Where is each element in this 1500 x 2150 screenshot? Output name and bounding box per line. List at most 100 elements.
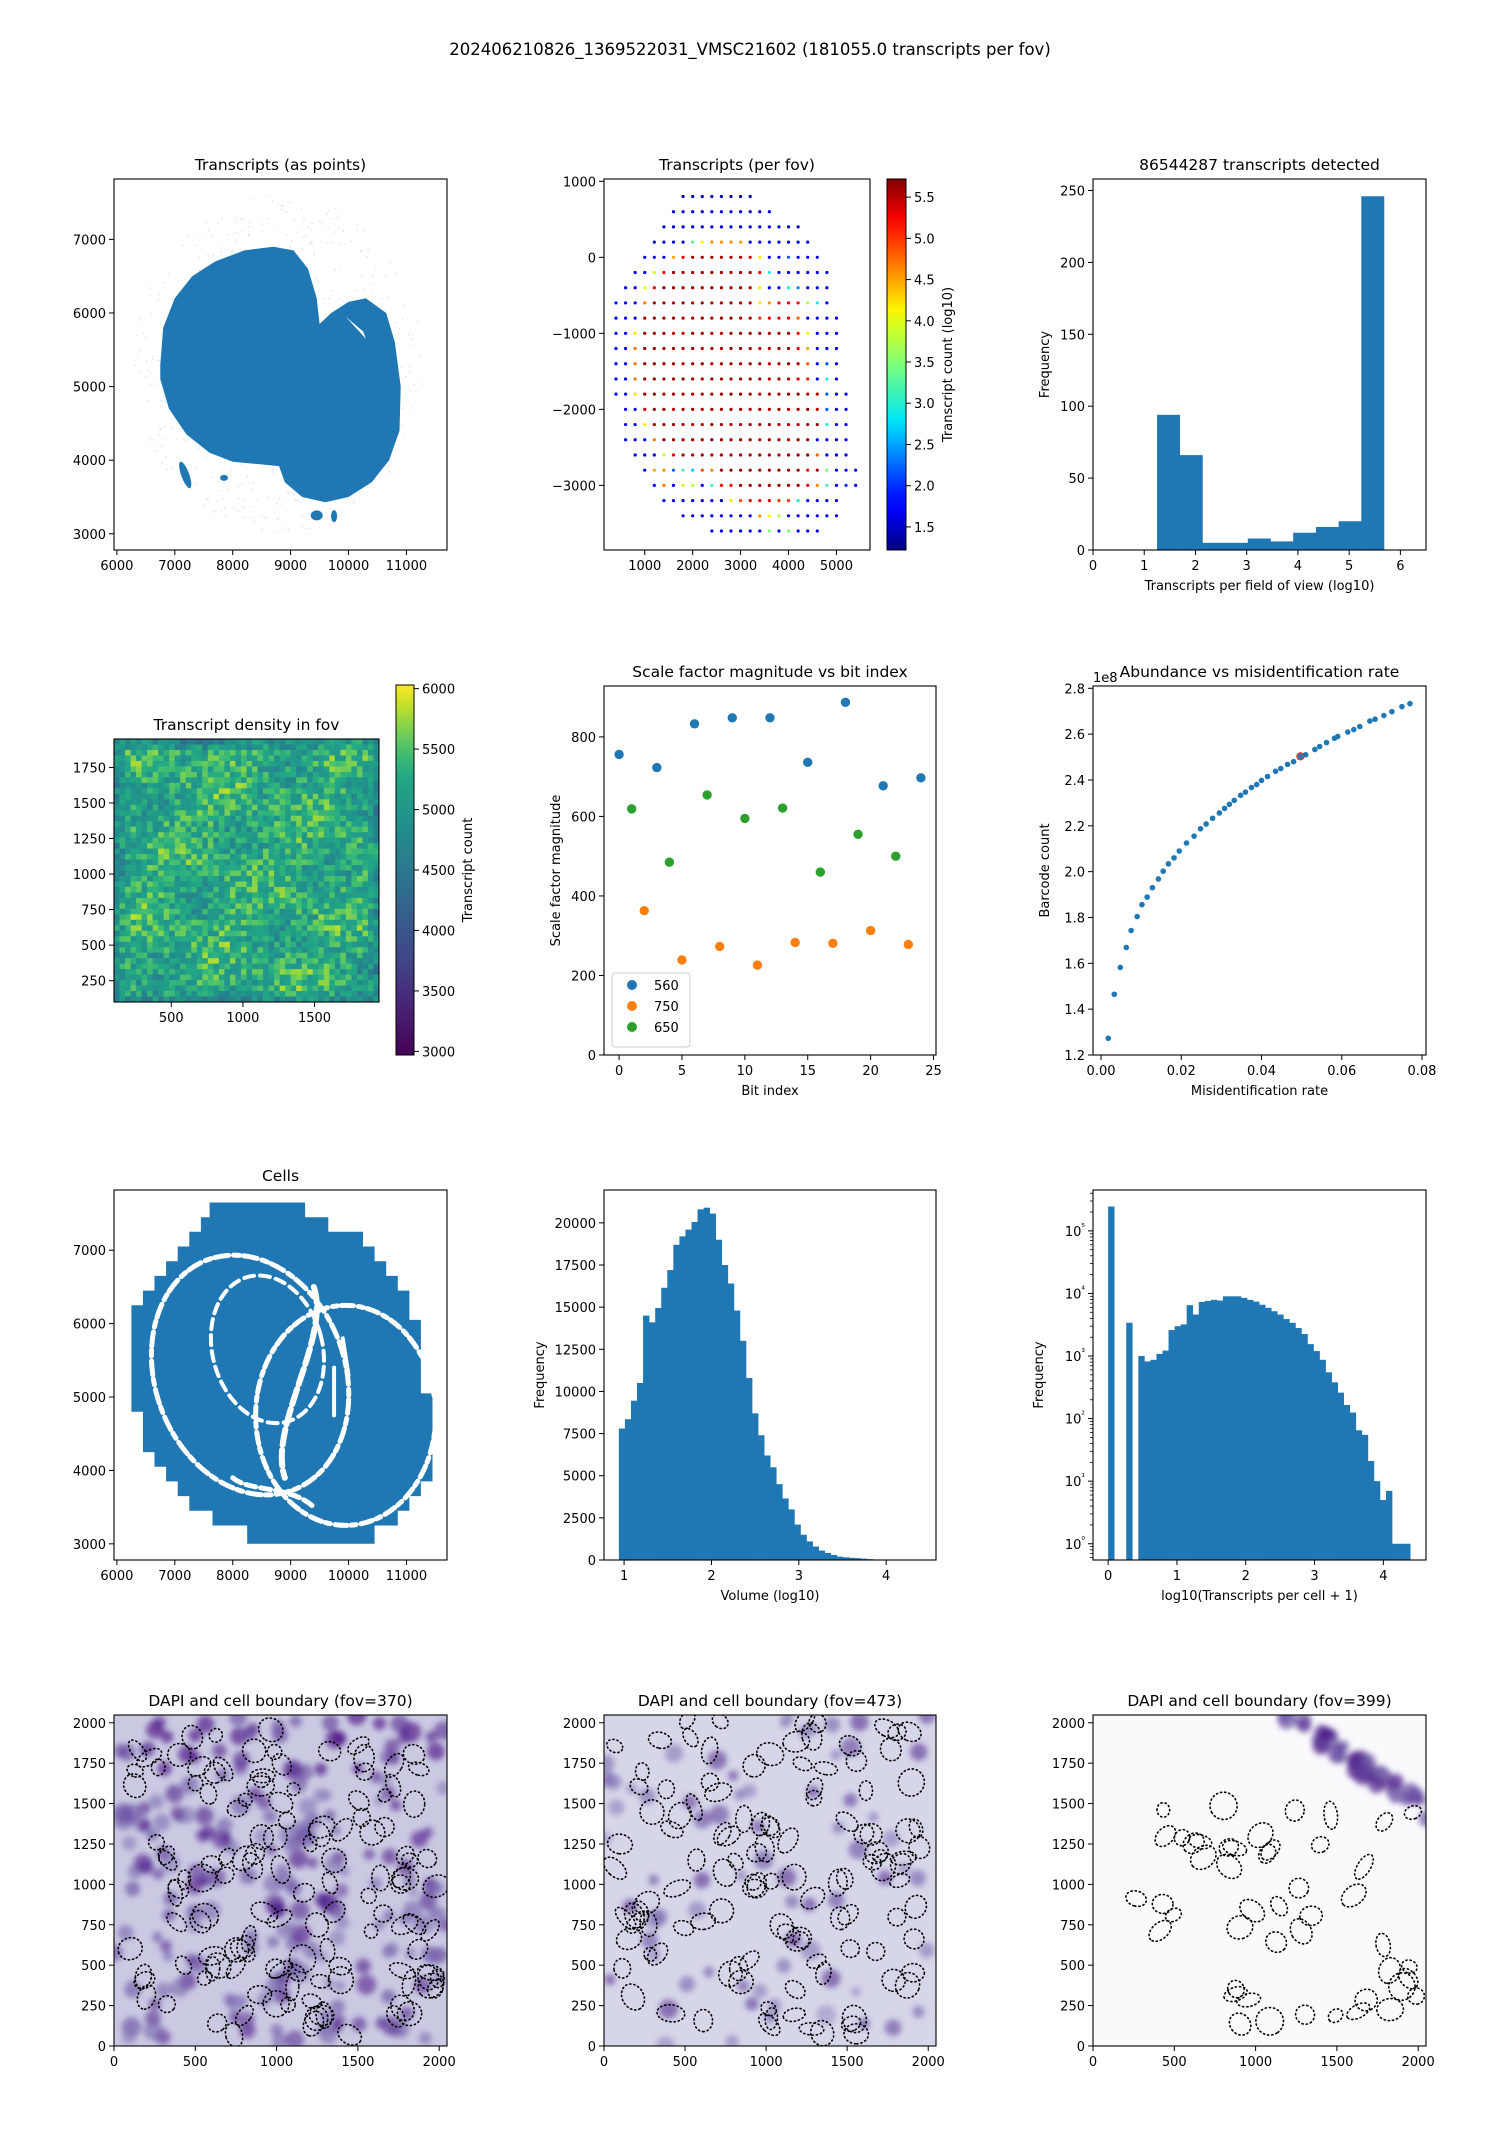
heatmap-cell xyxy=(362,848,369,855)
nucleus xyxy=(753,1850,774,1870)
cell-boundary xyxy=(1221,1839,1248,1857)
heatmap-cell xyxy=(345,810,352,817)
heatmap-cell xyxy=(257,815,264,822)
heatmap-cell xyxy=(279,947,286,954)
heatmap-cell xyxy=(136,991,143,997)
heatmap-cell xyxy=(312,963,319,970)
heatmap-cell xyxy=(174,996,181,1003)
cell-boundary xyxy=(897,1721,922,1743)
heatmap-cell xyxy=(130,777,137,784)
fov-point xyxy=(614,392,618,396)
heatmap-cell xyxy=(373,875,380,882)
cell-boundary xyxy=(353,1743,375,1773)
faint-point xyxy=(300,207,303,210)
heatmap-cell xyxy=(362,832,369,839)
heatmap-cell xyxy=(163,991,170,997)
heatmap-cell xyxy=(268,793,275,800)
fov-point xyxy=(777,316,781,320)
heatmap-cell xyxy=(252,963,258,970)
heatmap-cell xyxy=(235,799,242,806)
heatmap-cell xyxy=(130,848,137,855)
fov-point xyxy=(710,438,714,442)
heatmap-cell xyxy=(141,865,148,871)
fov-point xyxy=(844,422,848,427)
heatmap-cell xyxy=(218,897,225,904)
heatmap-cell xyxy=(312,854,319,860)
cell-boundary xyxy=(1209,1791,1238,1821)
heatmap-cell xyxy=(356,914,363,921)
heatmap-cell xyxy=(147,925,154,932)
histogram-bar xyxy=(818,1550,826,1560)
tissue-gaps xyxy=(148,1252,439,1528)
heatmap-cell xyxy=(191,854,198,860)
heatmap-cell xyxy=(334,897,341,904)
heatmap-cell xyxy=(141,925,148,932)
fov-point xyxy=(796,331,800,335)
heatmap-cell xyxy=(301,755,308,762)
cell-boundary xyxy=(827,1868,848,1897)
fov-point xyxy=(767,331,771,335)
heatmap-cell xyxy=(163,837,170,844)
heatmap-cell xyxy=(218,739,225,745)
heatmap-cell xyxy=(252,859,258,866)
scatter-point xyxy=(1139,901,1145,908)
heatmap-cell xyxy=(174,788,181,795)
heatmap-cell xyxy=(130,766,137,773)
heatmap-cell xyxy=(229,749,236,756)
heatmap-cell xyxy=(362,771,369,778)
heatmap-cell xyxy=(329,859,336,866)
nucleus xyxy=(688,1901,707,1919)
fov-point xyxy=(623,301,628,305)
heatmap-cell xyxy=(252,793,258,800)
heatmap-cell xyxy=(307,810,314,817)
heatmap-cell xyxy=(152,766,159,773)
heatmap-cell xyxy=(329,908,336,915)
faint-point xyxy=(284,210,287,213)
heatmap-cell xyxy=(356,908,363,915)
faint-point xyxy=(389,461,392,463)
heatmap-cell xyxy=(296,941,303,948)
heatmap-cell xyxy=(141,815,148,822)
fov-point xyxy=(786,377,791,381)
scatter-point xyxy=(1191,833,1197,839)
heatmap-cell xyxy=(301,963,308,970)
heatmap-cell xyxy=(356,991,363,997)
heatmap-cell xyxy=(185,771,192,778)
heatmap-cell xyxy=(323,897,330,904)
heatmap-cell xyxy=(218,886,225,893)
heatmap-cell xyxy=(351,941,358,948)
cell-boundary xyxy=(266,1743,283,1760)
heatmap-cell xyxy=(373,859,380,866)
cell-boundary xyxy=(809,2019,835,2046)
nucleus xyxy=(816,2004,837,2025)
heatmap-cell xyxy=(202,897,209,904)
faint-point xyxy=(163,282,166,284)
heatmap-cell xyxy=(235,892,242,899)
heatmap-cell xyxy=(202,963,209,970)
heatmap-cell xyxy=(367,810,374,817)
cell-boundary xyxy=(402,1790,426,1819)
cell-boundary xyxy=(223,1936,250,1963)
heatmap-cell xyxy=(307,854,314,860)
heatmap-cell xyxy=(235,996,242,1003)
fov-point xyxy=(729,301,733,305)
heatmap-cell xyxy=(196,837,203,844)
scatter-point-560 xyxy=(915,772,927,784)
heatmap-cell xyxy=(141,810,148,817)
cell-boundary xyxy=(417,1972,445,1999)
histogram-bar xyxy=(739,1340,747,1560)
heatmap-cell xyxy=(290,925,297,932)
heatmap-cell xyxy=(158,958,165,965)
heatmap-cell xyxy=(202,777,209,784)
nucleus xyxy=(278,1825,298,1844)
heatmap-cell xyxy=(312,804,319,811)
faint-point xyxy=(278,498,281,501)
heatmap-cell xyxy=(290,739,297,745)
heatmap-cell xyxy=(323,821,330,828)
heatmap-cell xyxy=(373,969,380,976)
heatmap-cell xyxy=(296,897,303,904)
cell-boundary xyxy=(840,1939,861,1959)
nucleus xyxy=(1387,1773,1404,1790)
fov-point xyxy=(719,346,724,351)
faint-point xyxy=(151,358,154,361)
